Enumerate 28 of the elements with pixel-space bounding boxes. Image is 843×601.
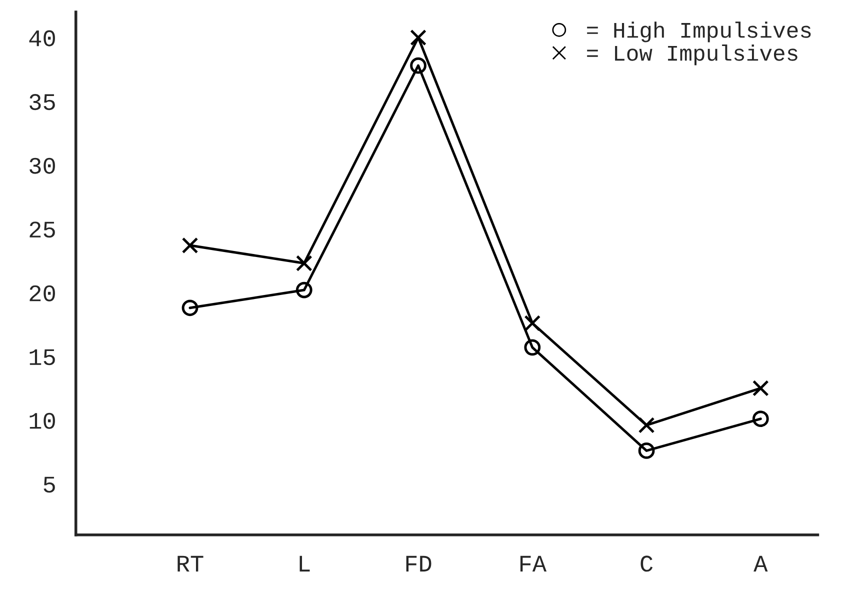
- point: [638, 417, 655, 434]
- point: [410, 57, 426, 74]
- point: [296, 282, 312, 298]
- y-tick-label: 40: [29, 30, 55, 46]
- legend-label: = High Impulsives: [587, 22, 811, 42]
- point: [182, 237, 198, 254]
- point: [638, 442, 655, 459]
- x-tick-label: A: [754, 556, 768, 572]
- point: [182, 300, 198, 316]
- y-tick-label: 30: [30, 158, 55, 174]
- x-tick-label: RT: [178, 556, 204, 572]
- point: [296, 255, 312, 272]
- point: [524, 339, 541, 356]
- x-tick-label: L: [300, 556, 310, 572]
- x-tick-label: FA: [520, 556, 547, 572]
- point: [410, 29, 426, 46]
- y-tick-label: 25: [30, 222, 55, 238]
- y-tick-label: 20: [30, 285, 55, 302]
- legend-label: = Low Impulsives: [587, 44, 798, 66]
- y-tick-label: 35: [30, 94, 55, 110]
- x-tick-label: FD: [406, 556, 432, 572]
- y-tick-label: 5: [44, 476, 55, 493]
- y-tick-label: 15: [30, 349, 55, 366]
- point: [752, 410, 769, 428]
- x-tick-label: C: [640, 556, 653, 572]
- point: [752, 380, 769, 396]
- y-tick-label: 10: [30, 412, 55, 429]
- point: [524, 314, 541, 332]
